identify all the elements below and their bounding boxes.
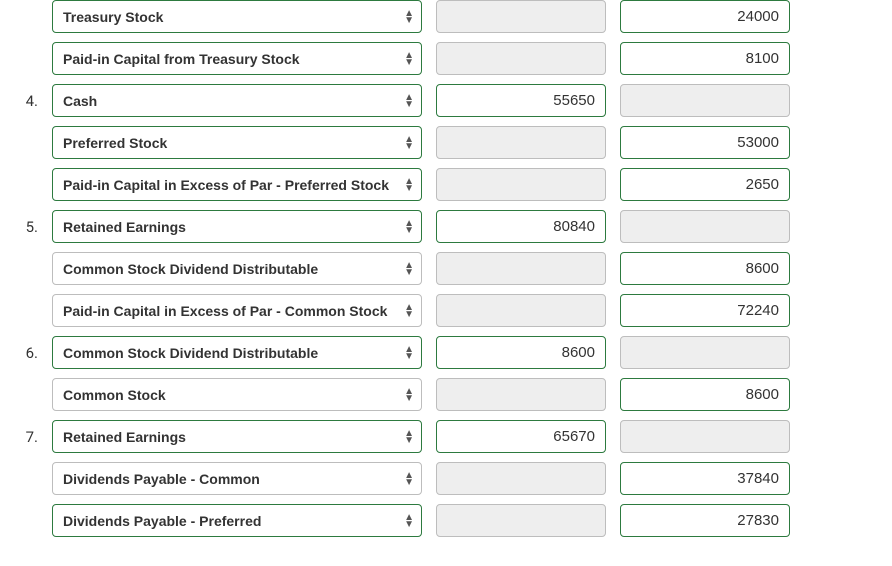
account-select[interactable]: Common Stock Dividend Distributable xyxy=(52,252,422,285)
journal-entries-table: Treasury Stock▲▼ Paid-in Capital from Tre… xyxy=(18,0,874,537)
account-select[interactable]: Paid-in Capital in Excess of Par - Prefe… xyxy=(52,168,422,201)
account-select-wrap: Common Stock▲▼ xyxy=(52,378,422,411)
account-select[interactable]: Paid-in Capital from Treasury Stock xyxy=(52,42,422,75)
journal-row: Common Stock Dividend Distributable▲▼ xyxy=(18,252,874,285)
account-select-wrap: Dividends Payable - Common▲▼ xyxy=(52,462,422,495)
credit-input[interactable] xyxy=(620,210,790,243)
debit-input[interactable] xyxy=(436,42,606,75)
credit-input[interactable] xyxy=(620,504,790,537)
account-select[interactable]: Retained Earnings xyxy=(52,210,422,243)
debit-input[interactable] xyxy=(436,462,606,495)
credit-input[interactable] xyxy=(620,252,790,285)
credit-input[interactable] xyxy=(620,126,790,159)
account-select-wrap: Paid-in Capital in Excess of Par - Prefe… xyxy=(52,168,422,201)
journal-row: Treasury Stock▲▼ xyxy=(18,0,874,33)
credit-input[interactable] xyxy=(620,336,790,369)
debit-input[interactable] xyxy=(436,252,606,285)
entry-number: 7. xyxy=(18,428,38,446)
journal-row: 7. Retained Earnings▲▼ xyxy=(18,420,874,453)
account-select[interactable]: Treasury Stock xyxy=(52,0,422,33)
entry-number: 6. xyxy=(18,344,38,362)
debit-input[interactable] xyxy=(436,294,606,327)
debit-input[interactable] xyxy=(436,336,606,369)
account-select-wrap: Treasury Stock▲▼ xyxy=(52,0,422,33)
account-select-wrap: Retained Earnings▲▼ xyxy=(52,210,422,243)
journal-row: 5. Retained Earnings▲▼ xyxy=(18,210,874,243)
debit-input[interactable] xyxy=(436,210,606,243)
credit-input[interactable] xyxy=(620,294,790,327)
journal-row: Common Stock▲▼ xyxy=(18,378,874,411)
credit-input[interactable] xyxy=(620,42,790,75)
account-select-wrap: Paid-in Capital in Excess of Par - Commo… xyxy=(52,294,422,327)
account-select[interactable]: Common Stock Dividend Distributable xyxy=(52,336,422,369)
journal-row: 4. Cash▲▼ xyxy=(18,84,874,117)
account-select-wrap: Common Stock Dividend Distributable▲▼ xyxy=(52,252,422,285)
credit-input[interactable] xyxy=(620,168,790,201)
entry-number: 5. xyxy=(18,218,38,236)
account-select-wrap: Retained Earnings▲▼ xyxy=(52,420,422,453)
debit-input[interactable] xyxy=(436,168,606,201)
account-select-wrap: Cash▲▼ xyxy=(52,84,422,117)
account-select-wrap: Paid-in Capital from Treasury Stock▲▼ xyxy=(52,42,422,75)
account-select[interactable]: Dividends Payable - Common xyxy=(52,462,422,495)
account-select[interactable]: Cash xyxy=(52,84,422,117)
account-select[interactable]: Retained Earnings xyxy=(52,420,422,453)
debit-input[interactable] xyxy=(436,504,606,537)
entry-number: 4. xyxy=(18,92,38,110)
account-select-wrap: Preferred Stock▲▼ xyxy=(52,126,422,159)
journal-row: 6. Common Stock Dividend Distributable▲▼ xyxy=(18,336,874,369)
debit-input[interactable] xyxy=(436,420,606,453)
credit-input[interactable] xyxy=(620,378,790,411)
journal-row: Preferred Stock▲▼ xyxy=(18,126,874,159)
journal-row: Dividends Payable - Common▲▼ xyxy=(18,462,874,495)
journal-row: Paid-in Capital in Excess of Par - Commo… xyxy=(18,294,874,327)
account-select[interactable]: Common Stock xyxy=(52,378,422,411)
account-select-wrap: Common Stock Dividend Distributable▲▼ xyxy=(52,336,422,369)
account-select-wrap: Dividends Payable - Preferred▲▼ xyxy=(52,504,422,537)
account-select[interactable]: Dividends Payable - Preferred xyxy=(52,504,422,537)
debit-input[interactable] xyxy=(436,378,606,411)
credit-input[interactable] xyxy=(620,462,790,495)
debit-input[interactable] xyxy=(436,0,606,33)
account-select[interactable]: Paid-in Capital in Excess of Par - Commo… xyxy=(52,294,422,327)
journal-row: Dividends Payable - Preferred▲▼ xyxy=(18,504,874,537)
account-select[interactable]: Preferred Stock xyxy=(52,126,422,159)
debit-input[interactable] xyxy=(436,126,606,159)
credit-input[interactable] xyxy=(620,420,790,453)
credit-input[interactable] xyxy=(620,84,790,117)
credit-input[interactable] xyxy=(620,0,790,33)
debit-input[interactable] xyxy=(436,84,606,117)
journal-row: Paid-in Capital from Treasury Stock▲▼ xyxy=(18,42,874,75)
journal-row: Paid-in Capital in Excess of Par - Prefe… xyxy=(18,168,874,201)
